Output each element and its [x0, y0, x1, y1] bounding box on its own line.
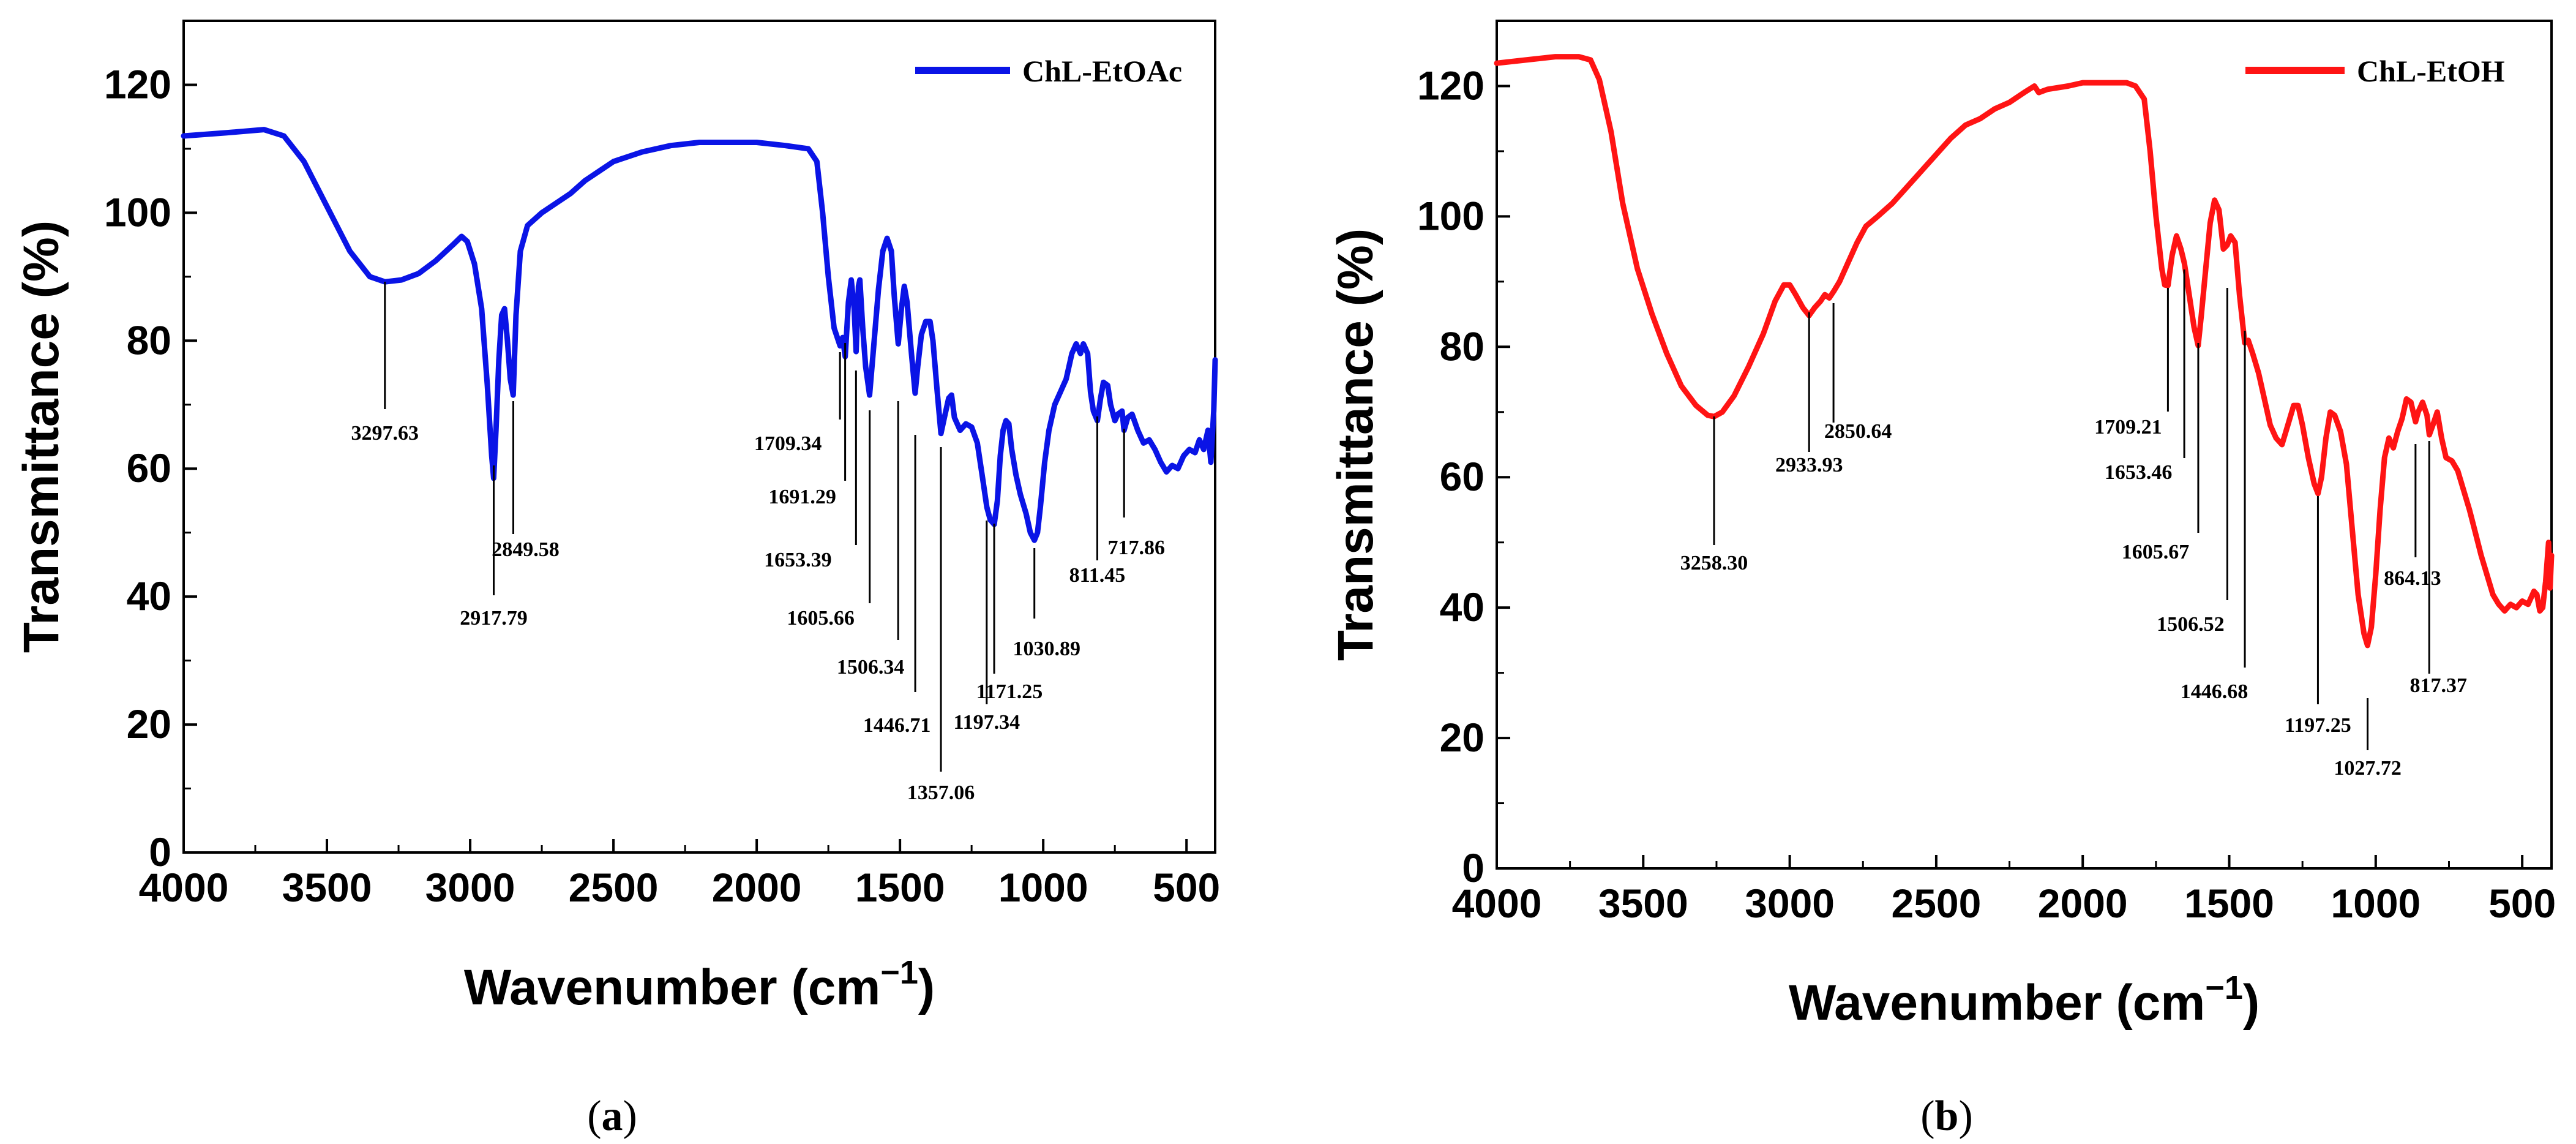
y-axis-title: Transmittance (%) [1328, 228, 1383, 661]
series-line-ChL-EtOAc [181, 127, 1218, 543]
y-tick-label: 80 [1440, 323, 1485, 369]
peak-label: 1446.68 [2181, 680, 2248, 703]
peak-label: 1197.25 [2285, 714, 2351, 737]
peak-label: 817.37 [2409, 674, 2467, 697]
x-tick-label: 500 [1153, 865, 1220, 910]
x-tick-label: 500 [2488, 881, 2556, 926]
y-tick-label: 60 [127, 445, 171, 491]
peak-label: 1506.52 [2157, 613, 2225, 636]
y-tick-label: 40 [127, 573, 171, 619]
x-axis-title-sup: −1 [880, 954, 918, 991]
panel-caption: (a) [587, 1093, 637, 1140]
y-tick-label: 120 [1417, 62, 1485, 108]
panel-caption-part: ( [587, 1093, 601, 1140]
x-tick-label: 1500 [2184, 881, 2274, 926]
x-tick-label: 4000 [1452, 881, 1542, 926]
x-axis-title-close: ) [2243, 975, 2260, 1031]
x-tick-label: 3500 [282, 865, 372, 910]
y-tick-label: 120 [104, 61, 171, 107]
panel-caption-part: b [1935, 1093, 1959, 1140]
peak-label: 3297.63 [351, 422, 419, 445]
peak-label: 1446.71 [863, 714, 931, 737]
peak-label: 717.86 [1107, 536, 1165, 559]
peak-label: 1691.29 [768, 486, 836, 508]
y-tick-label: 40 [1440, 584, 1485, 630]
y-axis-title: Transmittance (%) [13, 220, 69, 653]
peak-label: 1653.46 [2105, 461, 2173, 484]
x-tick-label: 3000 [1745, 881, 1835, 926]
panel-caption-part: a [602, 1093, 623, 1140]
peak-label: 2933.93 [1775, 454, 1843, 476]
panel-caption-part: ( [1920, 1093, 1934, 1140]
y-tick-label: 100 [104, 189, 171, 235]
y-tick-label: 20 [1440, 715, 1485, 760]
x-tick-label: 2000 [2038, 881, 2128, 926]
panel-caption: (b) [1920, 1093, 1973, 1140]
series-line-ChL-EtOH [1494, 54, 2555, 649]
peak-label: 1653.39 [764, 549, 832, 571]
x-tick-label: 2500 [569, 865, 659, 910]
x-tick-label: 1000 [2331, 881, 2421, 926]
peak-label: 2850.64 [1824, 420, 1892, 443]
x-axis-title-main: Wavenumber (cm [1789, 975, 2205, 1031]
peak-label: 1171.25 [976, 680, 1043, 703]
y-tick-label: 0 [1462, 845, 1485, 890]
x-tick-label: 3500 [1598, 881, 1688, 926]
legend-entry: ChL-EtOH [2357, 54, 2505, 88]
panel-caption-part: ) [1958, 1093, 1972, 1140]
x-tick-label: 1000 [998, 865, 1088, 910]
x-axis-title: Wavenumber (cm−1) [1789, 969, 2260, 1031]
peak-label: 1709.34 [754, 432, 822, 455]
x-tick-label: 4000 [139, 865, 229, 910]
peak-label: 1197.34 [953, 711, 1020, 734]
peak-label: 2917.79 [460, 607, 528, 630]
y-tick-label: 80 [127, 317, 171, 363]
peak-label: 864.13 [2384, 567, 2441, 590]
y-tick-label: 20 [127, 701, 171, 747]
peak-label: 1030.89 [1013, 638, 1080, 660]
peak-label: 1709.21 [2094, 416, 2162, 438]
chart-panel-a: 0 20 40 60 80 100 120 4000 3500 3000 2500 2000 1500 1… [13, 20, 1220, 1140]
plot-frame [182, 20, 1216, 854]
y-tick-label: 0 [149, 829, 171, 875]
x-tick-label: 1500 [855, 865, 945, 910]
x-axis-title-main: Wavenumber (cm [464, 960, 880, 1015]
peak-label: 2849.58 [492, 538, 560, 561]
peak-label: 1506.34 [837, 656, 905, 679]
panel-caption-part: ) [623, 1093, 637, 1140]
x-axis-title-sup: −1 [2205, 969, 2243, 1006]
peak-label: 1357.06 [907, 781, 975, 804]
chart-panel-b: 0 20 40 60 80 100 120 4000 3500 3000 2500 2000 1500 1… [1328, 20, 2556, 1140]
plot-frame [1496, 20, 2553, 870]
peak-label: 1605.67 [2122, 541, 2190, 563]
x-tick-label: 2000 [712, 865, 802, 910]
y-tick-label: 100 [1417, 193, 1485, 238]
y-tick-label: 60 [1440, 454, 1485, 499]
legend-entry: ChL-EtOAc [1022, 54, 1182, 88]
x-axis-title: Wavenumber (cm−1) [464, 954, 935, 1015]
peak-label: 3258.30 [1680, 552, 1748, 574]
x-tick-label: 2500 [1892, 881, 1982, 926]
x-tick-label: 3000 [425, 865, 515, 910]
x-axis-title-close: ) [918, 960, 935, 1015]
peak-label: 1605.66 [787, 607, 855, 630]
peak-label: 811.45 [1069, 564, 1126, 587]
peak-label: 1027.72 [2334, 757, 2402, 780]
